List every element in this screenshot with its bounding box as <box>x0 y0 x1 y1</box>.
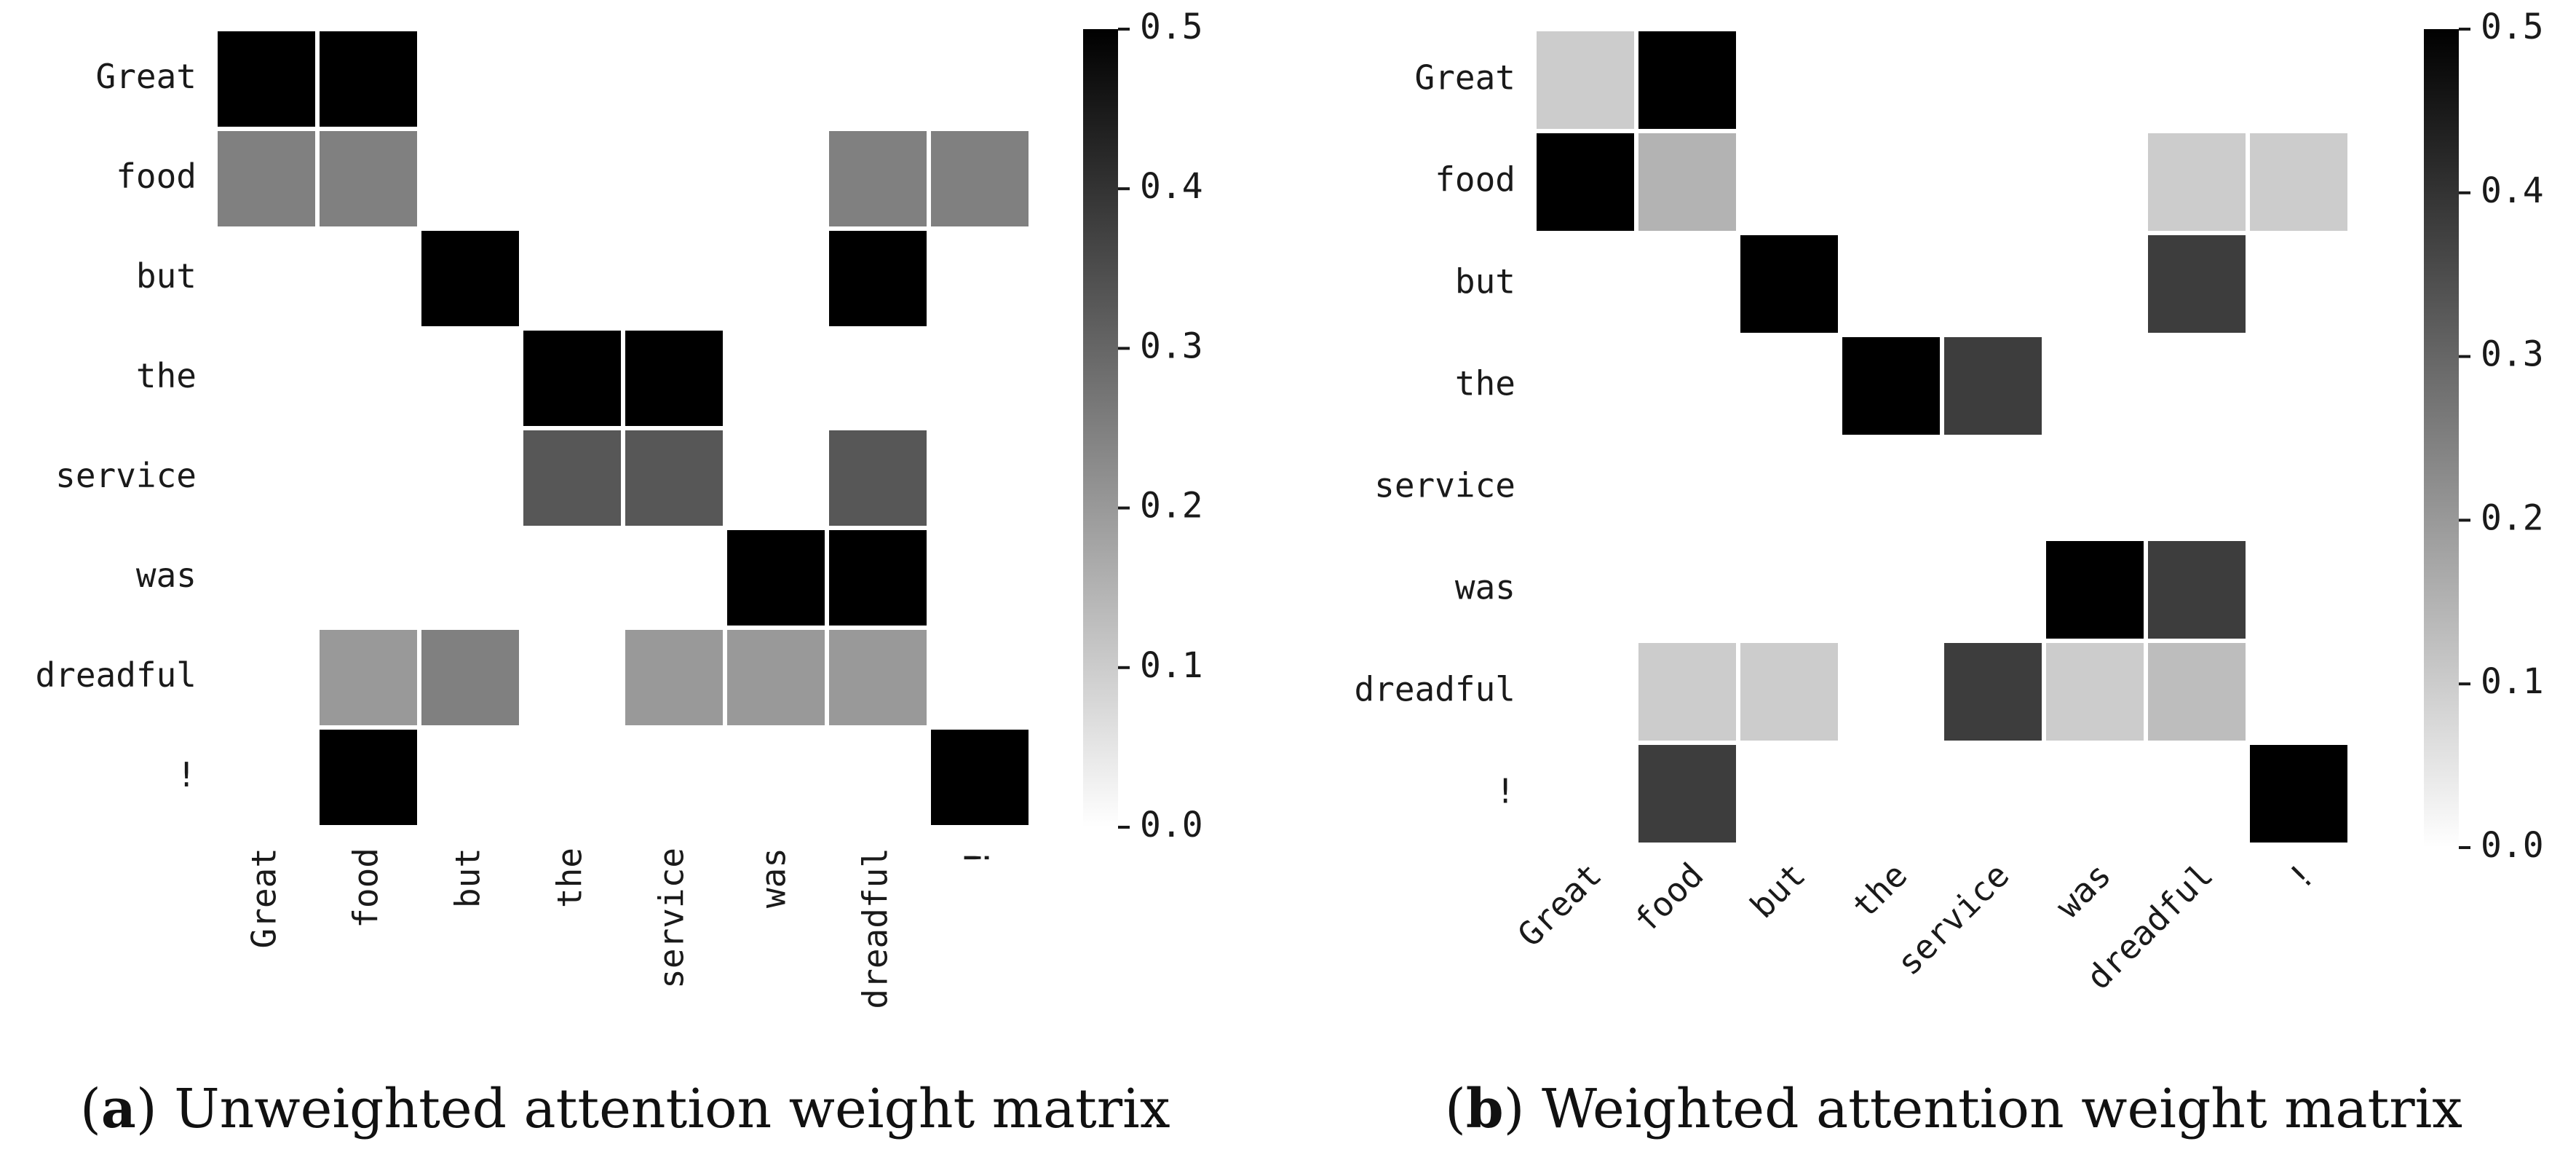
colorbar-a <box>1083 29 1118 827</box>
colorbar-tick-label-b-0: 0.0 <box>2481 825 2544 866</box>
col-label-a-5: was <box>754 848 793 908</box>
row-label-a-7: ! <box>176 755 197 794</box>
heatmap-cell-b-r1-c6 <box>2144 129 2250 235</box>
colorbar-tick-label-a-1: 0.1 <box>1140 645 1203 686</box>
heatmap-cell-a-r5-c6 <box>825 526 931 630</box>
colorbar-tick-label-a-5: 0.5 <box>1140 7 1203 47</box>
col-label-b-1: food <box>1626 855 1711 940</box>
heatmap-cell-b-r6-c6 <box>2144 639 2250 745</box>
heatmap-cell-a-r4-c3 <box>519 426 625 530</box>
caption-b: (b) Weighted attention weight matrix <box>1445 1078 2462 1140</box>
heatmap-cell-a-r6-c2 <box>417 626 523 730</box>
heatmap-cell-b-r1-c0 <box>1532 129 1638 235</box>
colorbar-tick-label-b-2: 0.2 <box>2481 497 2544 538</box>
heatmap-cell-b-r7-c7 <box>2246 741 2352 847</box>
heatmap-cell-a-r2-c6 <box>825 226 931 331</box>
colorbar-tick-label-a-3: 0.3 <box>1140 325 1203 366</box>
colorbar-tick-label-b-5: 0.5 <box>2481 7 2544 47</box>
heatmap-cell-b-r0-c1 <box>1634 27 1740 133</box>
heatmap-cell-b-r5-c5 <box>2042 537 2148 643</box>
heatmap-cell-a-r0-c0 <box>213 27 320 131</box>
heatmap-cell-a-r7-c1 <box>315 725 421 829</box>
heatmap-cell-b-r5-c6 <box>2144 537 2250 643</box>
heatmap-cell-b-r2-c2 <box>1736 231 1842 337</box>
heatmap-cell-a-r6-c4 <box>621 626 727 730</box>
colorbar-tick-label-b-4: 0.4 <box>2481 170 2544 211</box>
heatmap-cell-b-r6-c2 <box>1736 639 1842 745</box>
heatmap-cell-a-r0-c1 <box>315 27 421 131</box>
col-label-a-7: ! <box>958 848 997 868</box>
col-label-a-1: food <box>346 848 386 928</box>
heatmap-cell-a-r1-c7 <box>927 127 1033 231</box>
panel-a-heatmap: Great food but the service was dreadful! Great f… <box>35 7 1202 1140</box>
heatmap-cell-b-r3-c4 <box>1940 333 2046 439</box>
heatmap-cell-a-r5-c5 <box>723 526 829 630</box>
heatmap-cell-a-r6-c1 <box>315 626 421 730</box>
row-label-a-2: but <box>136 256 197 296</box>
heatmap-cell-b-r1-c7 <box>2246 129 2352 235</box>
row-label-b-3: the <box>1455 364 1515 403</box>
row-label-b-2: but <box>1455 262 1515 301</box>
col-label-b-2: but <box>1743 855 1813 926</box>
row-label-a-3: the <box>136 356 197 395</box>
col-label-b-3: the <box>1844 855 1915 926</box>
col-label-b-4: service <box>1889 855 2016 982</box>
row-label-a-1: food <box>116 157 197 196</box>
colorbar-b <box>2424 29 2459 848</box>
heatmap-cell-a-r4-c6 <box>825 426 931 530</box>
row-label-b-1: food <box>1435 160 1515 200</box>
col-label-b-5: was <box>2048 855 2119 926</box>
col-label-a-6: dreadful <box>856 848 895 1009</box>
colorbar-tick-label-b-3: 0.3 <box>2481 334 2544 375</box>
heatmap-cell-a-r6-c5 <box>723 626 829 730</box>
row-label-b-4: service <box>1374 466 1515 505</box>
colorbar-tick-label-a-0: 0.0 <box>1140 805 1203 845</box>
row-label-b-7: ! <box>1495 772 1515 811</box>
heatmap-cell-b-r6-c5 <box>2042 639 2148 745</box>
col-label-b-7: ! <box>2280 855 2323 897</box>
row-label-a-5: was <box>136 556 197 595</box>
row-label-a-6: dreadful <box>35 655 197 695</box>
col-label-a-4: service <box>652 848 691 989</box>
heatmap-cell-b-r2-c6 <box>2144 231 2250 337</box>
col-label-a-2: but <box>448 848 488 908</box>
heatmap-cell-a-r4-c4 <box>621 426 727 530</box>
heatmap-cell-a-r3-c4 <box>621 326 727 430</box>
heatmap-cell-b-r6-c4 <box>1940 639 2046 745</box>
caption-a: (a) Unweighted attention weight matrix <box>80 1078 1170 1140</box>
row-label-b-6: dreadful <box>1354 670 1515 709</box>
heatmap-cell-b-r0-c0 <box>1532 27 1638 133</box>
col-label-a-0: Great <box>245 848 284 948</box>
colorbar-tick-label-b-1: 0.1 <box>2481 661 2544 702</box>
heatmap-cell-b-r3-c3 <box>1838 333 1944 439</box>
heatmap-cell-a-r6-c6 <box>825 626 931 730</box>
colorbar-tick-label-a-2: 0.2 <box>1140 486 1203 526</box>
row-label-b-5: was <box>1455 568 1515 607</box>
col-label-b-0: Great <box>1510 855 1609 954</box>
heatmap-cell-a-r1-c6 <box>825 127 931 231</box>
row-label-b-0: Great <box>1415 58 1515 98</box>
col-label-a-3: the <box>550 848 590 908</box>
heatmap-cell-b-r6-c1 <box>1634 639 1740 745</box>
heatmap-cell-b-r1-c1 <box>1634 129 1740 235</box>
heatmap-cell-a-r2-c2 <box>417 226 523 331</box>
row-label-a-4: service <box>55 456 197 495</box>
colorbar-tick-label-a-4: 0.4 <box>1140 166 1203 207</box>
heatmap-cell-a-r3-c3 <box>519 326 625 430</box>
heatmap-cell-a-r1-c0 <box>213 127 320 231</box>
heatmap-cell-b-r7-c1 <box>1634 741 1740 847</box>
heatmap-cell-a-r1-c1 <box>315 127 421 231</box>
heatmap-cell-a-r7-c7 <box>927 725 1033 829</box>
row-label-a-0: Great <box>96 57 197 96</box>
